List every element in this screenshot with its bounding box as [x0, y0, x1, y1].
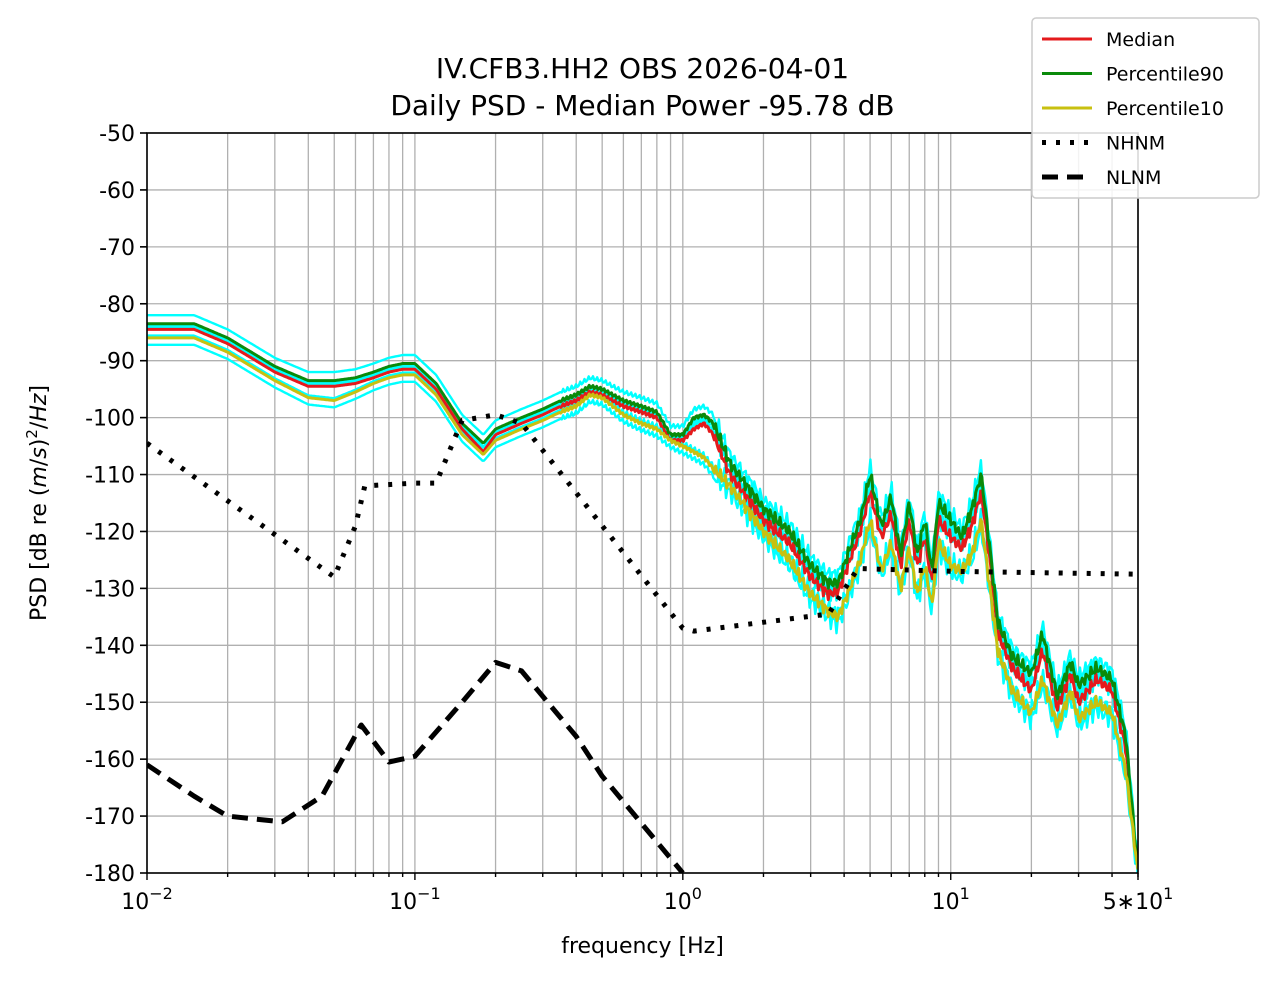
y-tick-label: -80 — [99, 293, 135, 318]
legend: Median Percentile90 Percentile10 NHNM NLNM — [1031, 17, 1260, 199]
y-tick-label: -70 — [99, 236, 135, 261]
grid-lines — [146, 132, 1139, 874]
series-line-percentile10 — [147, 336, 1138, 870]
y-tick-label: -60 — [99, 179, 135, 204]
chart-title-line-2: Daily PSD - Median Power -95.78 dB — [390, 89, 894, 122]
legend-label-nhnm: NHNM — [1106, 133, 1165, 155]
legend-label-median: Median — [1106, 29, 1175, 51]
y-tick-label: -110 — [85, 464, 135, 489]
series-line-percentile90 — [147, 322, 1138, 870]
series-line-nlnm — [147, 659, 685, 873]
x-tick-label: 10−2 — [121, 884, 173, 915]
plot-area — [147, 314, 1138, 873]
x-axis-ticks: 10−2 10−1 100 101 5∗101 — [121, 873, 1173, 915]
y-tick-label: -140 — [85, 634, 135, 659]
x-tick-label: 100 — [664, 884, 702, 915]
y-tick-label: -120 — [85, 520, 135, 545]
y-axis-label: PSD [dB re (m/s)2/Hz] — [23, 385, 52, 621]
y-tick-label: -170 — [85, 805, 135, 830]
legend-box — [1031, 17, 1260, 199]
x-axis-label: frequency [Hz] — [561, 934, 724, 959]
chart-title-line-1: IV.CFB3.HH2 OBS 2026-04-01 — [436, 52, 849, 85]
y-tick-label: -90 — [99, 350, 135, 375]
series-line-nhnm — [147, 412, 1138, 634]
hourly-psd-line — [147, 343, 1138, 873]
y-tick-label: -150 — [85, 691, 135, 716]
legend-label-percentile10: Percentile10 — [1106, 98, 1224, 120]
legend-label-nlnm: NLNM — [1106, 167, 1161, 189]
chart-title: IV.CFB3.HH2 OBS 2026-04-01 Daily PSD - M… — [390, 52, 894, 122]
series-line-median — [147, 327, 1138, 870]
plot-frame — [146, 132, 1139, 874]
y-tick-label: -50 — [99, 122, 135, 147]
x-tick-label: 5∗101 — [1103, 884, 1174, 915]
x-tick-label: 101 — [932, 884, 970, 915]
y-axis-ticks: -50 -60 -70 -80 -90 -100 -110 -120 -130 -140 -150 -… — [85, 122, 147, 887]
y-tick-label: -130 — [85, 577, 135, 602]
hourly-psd-line — [147, 334, 1138, 871]
y-tick-label: -100 — [85, 407, 135, 432]
legend-label-percentile90: Percentile90 — [1106, 64, 1224, 86]
y-tick-label: -160 — [85, 748, 135, 773]
x-tick-label: 10−1 — [389, 884, 441, 915]
y-tick-label: -180 — [85, 862, 135, 887]
